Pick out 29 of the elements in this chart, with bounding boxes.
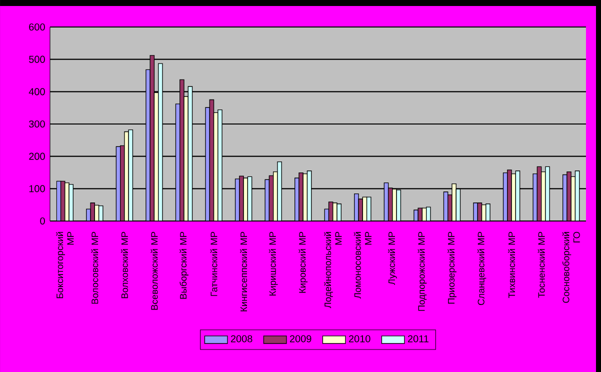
legend-label: 2011: [408, 335, 428, 342]
x-tick-label: Бокситогорский МР: [56, 232, 74, 298]
legend-label: 2008: [230, 335, 252, 342]
y-tick-label: 500: [29, 56, 45, 63]
x-tick-label: Тосненский МР: [538, 232, 545, 298]
x-tick-label: Волховский МР: [120, 232, 128, 298]
x-tick-label: Сланцевский МР: [477, 232, 486, 306]
x-tick-label: Кировский МР: [298, 232, 308, 293]
x-tick-label: Лужский МР: [388, 232, 397, 285]
x-tick-label: Ломоносовский МР: [354, 232, 372, 299]
x-tick-label: Выборгский МР: [180, 232, 188, 299]
y-tick-label: 100: [29, 185, 45, 192]
y-tick-label: 300: [28, 120, 45, 128]
y-tick-label: 600: [29, 23, 45, 31]
x-tick-label: Тихвинский МР: [508, 232, 516, 298]
y-tick-label: 0: [40, 217, 45, 225]
legend-label: 2010: [348, 335, 370, 342]
x-tick-label: Приозерский МР: [448, 232, 456, 304]
x-tick-label: Подпорожский МР: [418, 232, 427, 311]
x-tick-label: Сосновоборский ГО: [562, 232, 580, 303]
x-tick-label: Киришский МР: [268, 232, 278, 296]
legend-label: 2009: [290, 335, 312, 342]
x-tick-label: Гатчинский МР: [210, 232, 218, 296]
y-tick-label: 400: [28, 88, 45, 96]
x-tick-label: Всеволожский МР: [150, 232, 158, 310]
x-tick-label: Лодейнопольский МР: [324, 232, 342, 308]
y-tick-label: 200: [29, 152, 45, 160]
x-tick-label: Кингисеппский МР: [240, 232, 248, 312]
x-tick-label: Волосовский МР: [91, 232, 98, 304]
